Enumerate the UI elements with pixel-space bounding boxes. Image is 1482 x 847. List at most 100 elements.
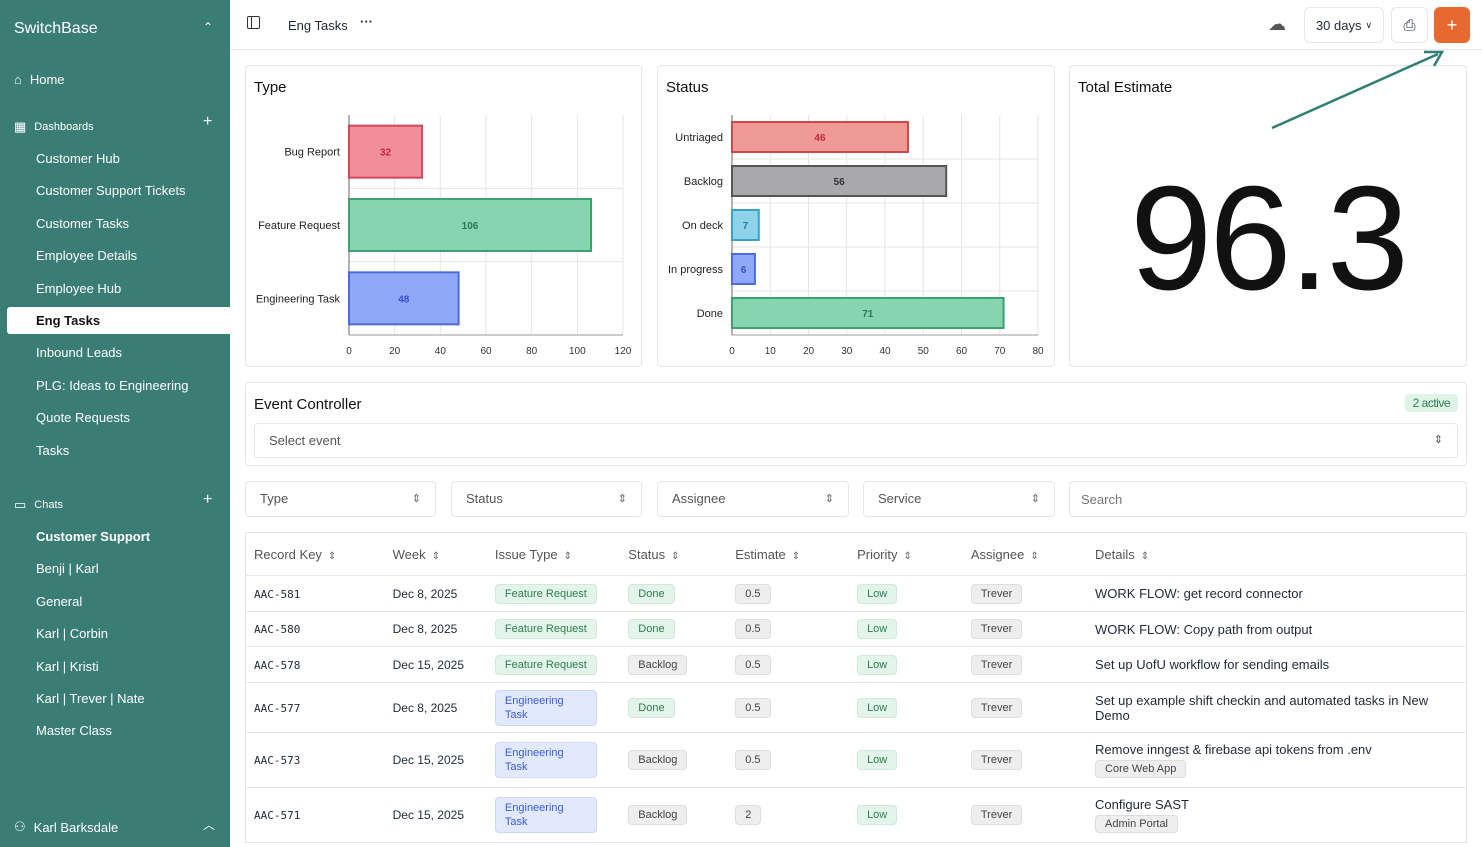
- bar: [348, 124, 424, 179]
- priority-badge: Low: [857, 750, 898, 770]
- week: Dec 8, 2025: [392, 586, 458, 601]
- chevron-up-icon[interactable]: ︿: [203, 818, 216, 832]
- status-filter[interactable]: Status ⇕: [451, 481, 642, 517]
- chats-section[interactable]: ▭ Chats: [14, 497, 64, 512]
- sidebar-item-chat[interactable]: Karl | Kristi: [36, 658, 99, 674]
- column-header[interactable]: Assignee ⇕: [962, 532, 1088, 576]
- workspace-name[interactable]: SwitchBase: [14, 20, 98, 37]
- add-chat-button[interactable]: +: [203, 491, 213, 508]
- chevron-up-down-icon: ⇕: [1433, 434, 1443, 446]
- date-range-select[interactable]: 30 days ∨: [1304, 7, 1384, 43]
- sidebar-item-dashboard[interactable]: Employee Details: [36, 248, 138, 264]
- table-header-row: Record Key ⇕ Week ⇕ Issue Type ⇕ Status ⇕ Estima…: [245, 532, 1467, 576]
- sort-icon[interactable]: ⇕: [903, 550, 912, 562]
- event-controller-card: Event Controller 2 active Select event ⇕: [245, 382, 1467, 466]
- x-tick-label: 30: [841, 346, 853, 357]
- add-dashboard-button[interactable]: +: [203, 113, 213, 130]
- sidebar-item-dashboard[interactable]: Customer Hub: [36, 151, 120, 166]
- column-header[interactable]: Priority ⇕: [849, 532, 963, 576]
- active-badge: 2 active: [1404, 394, 1458, 412]
- chevron-up-down-icon: ⇕: [617, 493, 627, 505]
- sort-icon[interactable]: ⇕: [791, 550, 801, 562]
- sort-icon[interactable]: ⇕: [671, 550, 680, 562]
- sidebar-item-dashboard[interactable]: Inbound Leads: [36, 345, 123, 361]
- arrow-annotation: [1271, 50, 1445, 130]
- record-key[interactable]: AAC-573: [254, 754, 301, 767]
- details-text: Configure SAST: [1095, 797, 1189, 812]
- column-header[interactable]: Estimate ⇕: [727, 532, 850, 576]
- status-badge: Done: [628, 697, 675, 718]
- sort-icon[interactable]: ⇕: [1030, 550, 1039, 562]
- record-key[interactable]: AAC-578: [254, 658, 301, 672]
- table-row[interactable]: AAC-581 Dec 8, 2025 Feature Request Done 0.5…: [245, 575, 1467, 612]
- print-button[interactable]: ⎙: [1391, 7, 1428, 43]
- bar: [731, 253, 756, 285]
- details-text: Remove inngest & firebase api tokens fro…: [1095, 742, 1372, 757]
- type-filter[interactable]: Type ⇕: [245, 481, 436, 517]
- record-key[interactable]: AAC-577: [254, 701, 301, 715]
- x-tick-label: 70: [994, 346, 1006, 357]
- sidebar-toggle-icon[interactable]: [247, 16, 260, 29]
- x-tick-label: 100: [569, 346, 586, 357]
- sort-icon[interactable]: ⇕: [1140, 550, 1150, 562]
- table-row[interactable]: AAC-571 Dec 15, 2025 Engineering Task Backl…: [245, 787, 1467, 843]
- sidebar-item-chat[interactable]: Customer Support: [36, 529, 151, 544]
- sidebar-item-chat[interactable]: Karl | Trever | Nate: [36, 691, 145, 706]
- service-filter[interactable]: Service ⇕: [863, 481, 1055, 517]
- search-input[interactable]: [1069, 481, 1467, 517]
- column-header[interactable]: Details ⇕: [1087, 532, 1467, 576]
- sidebar-item-chat[interactable]: Karl | Corbin: [36, 626, 109, 642]
- sidebar-item-chat[interactable]: Benji | Karl: [36, 561, 99, 577]
- event-controller-title: Event Controller: [254, 396, 362, 413]
- status-badge: Done: [628, 583, 675, 604]
- record-key[interactable]: AAC-571: [254, 809, 301, 822]
- record-key[interactable]: AAC-580: [254, 623, 301, 636]
- service-chip: Core Web App: [1095, 760, 1187, 778]
- sidebar-item-dashboard[interactable]: Customer Tasks: [36, 215, 129, 231]
- table-row[interactable]: AAC-577 Dec 8, 2025 Engineering Task Done 0.…: [245, 682, 1467, 733]
- estimate-badge: 0.5: [735, 619, 771, 639]
- dashboards-section[interactable]: ▦ Dashboards: [14, 119, 94, 134]
- chevron-up-down-icon: ⇕: [1030, 493, 1040, 505]
- chevron-up-down-icon[interactable]: ⌃: [203, 20, 214, 34]
- sidebar-item-chat[interactable]: General: [36, 593, 83, 609]
- column-header[interactable]: Status ⇕: [620, 532, 728, 576]
- assignee-badge: Trever: [970, 619, 1023, 639]
- sidebar-item-chat[interactable]: Master Class: [36, 723, 112, 739]
- chart-title: Status: [666, 79, 709, 96]
- issue-type-badge: Engineering Task: [494, 689, 597, 726]
- record-key[interactable]: AAC-581: [254, 587, 301, 601]
- home-icon: ⌂: [14, 72, 22, 87]
- x-tick-label: 120: [615, 346, 632, 357]
- details-text: WORK FLOW: get record connector: [1095, 586, 1303, 601]
- sort-icon[interactable]: ⇕: [431, 550, 440, 562]
- column-header[interactable]: Record Key ⇕: [245, 532, 385, 576]
- sidebar-item-dashboard[interactable]: PLG: Ideas to Engineering: [36, 377, 189, 393]
- table-row[interactable]: AAC-580 Dec 8, 2025 Feature Request Done 0.5…: [245, 611, 1467, 647]
- y-tick-label: On deck: [682, 220, 723, 232]
- sidebar-item-dashboard[interactable]: Quote Requests: [36, 410, 130, 426]
- assignee-filter[interactable]: Assignee ⇕: [657, 481, 849, 517]
- issue-type-badge: Feature Request: [494, 654, 597, 675]
- sort-icon[interactable]: ⇕: [327, 550, 337, 562]
- column-header[interactable]: Week ⇕: [384, 532, 487, 576]
- status-badge: Backlog: [628, 654, 688, 675]
- sidebar-item-dashboard[interactable]: Eng Tasks: [7, 307, 230, 334]
- more-options-button[interactable]: ···: [360, 14, 373, 29]
- column-header[interactable]: Issue Type ⇕: [486, 532, 621, 576]
- sidebar-item-dashboard[interactable]: Customer Support Tickets: [36, 183, 186, 199]
- table-row[interactable]: AAC-578 Dec 15, 2025 Feature Request Backlo…: [245, 646, 1467, 683]
- total-estimate-value: 96.3: [1129, 156, 1409, 321]
- dashboard-grid-icon: ▦: [14, 119, 27, 134]
- y-tick-label: Backlog: [684, 176, 723, 188]
- add-button[interactable]: +: [1434, 7, 1470, 43]
- chevron-up-down-icon: ⇕: [411, 493, 421, 505]
- user-menu[interactable]: ⚇ Karl Barksdale: [14, 819, 119, 835]
- sort-icon[interactable]: ⇕: [563, 550, 572, 562]
- sidebar-item-dashboard[interactable]: Employee Hub: [36, 280, 122, 296]
- table-row[interactable]: AAC-573 Dec 15, 2025 Engineering Task Backl…: [245, 732, 1467, 788]
- sidebar-item-dashboard[interactable]: Tasks: [36, 442, 70, 458]
- y-tick-label: Engineering Task: [256, 293, 341, 305]
- event-select[interactable]: Select event ⇕: [254, 423, 1458, 458]
- sidebar-item-home[interactable]: ⌂ Home: [14, 72, 65, 87]
